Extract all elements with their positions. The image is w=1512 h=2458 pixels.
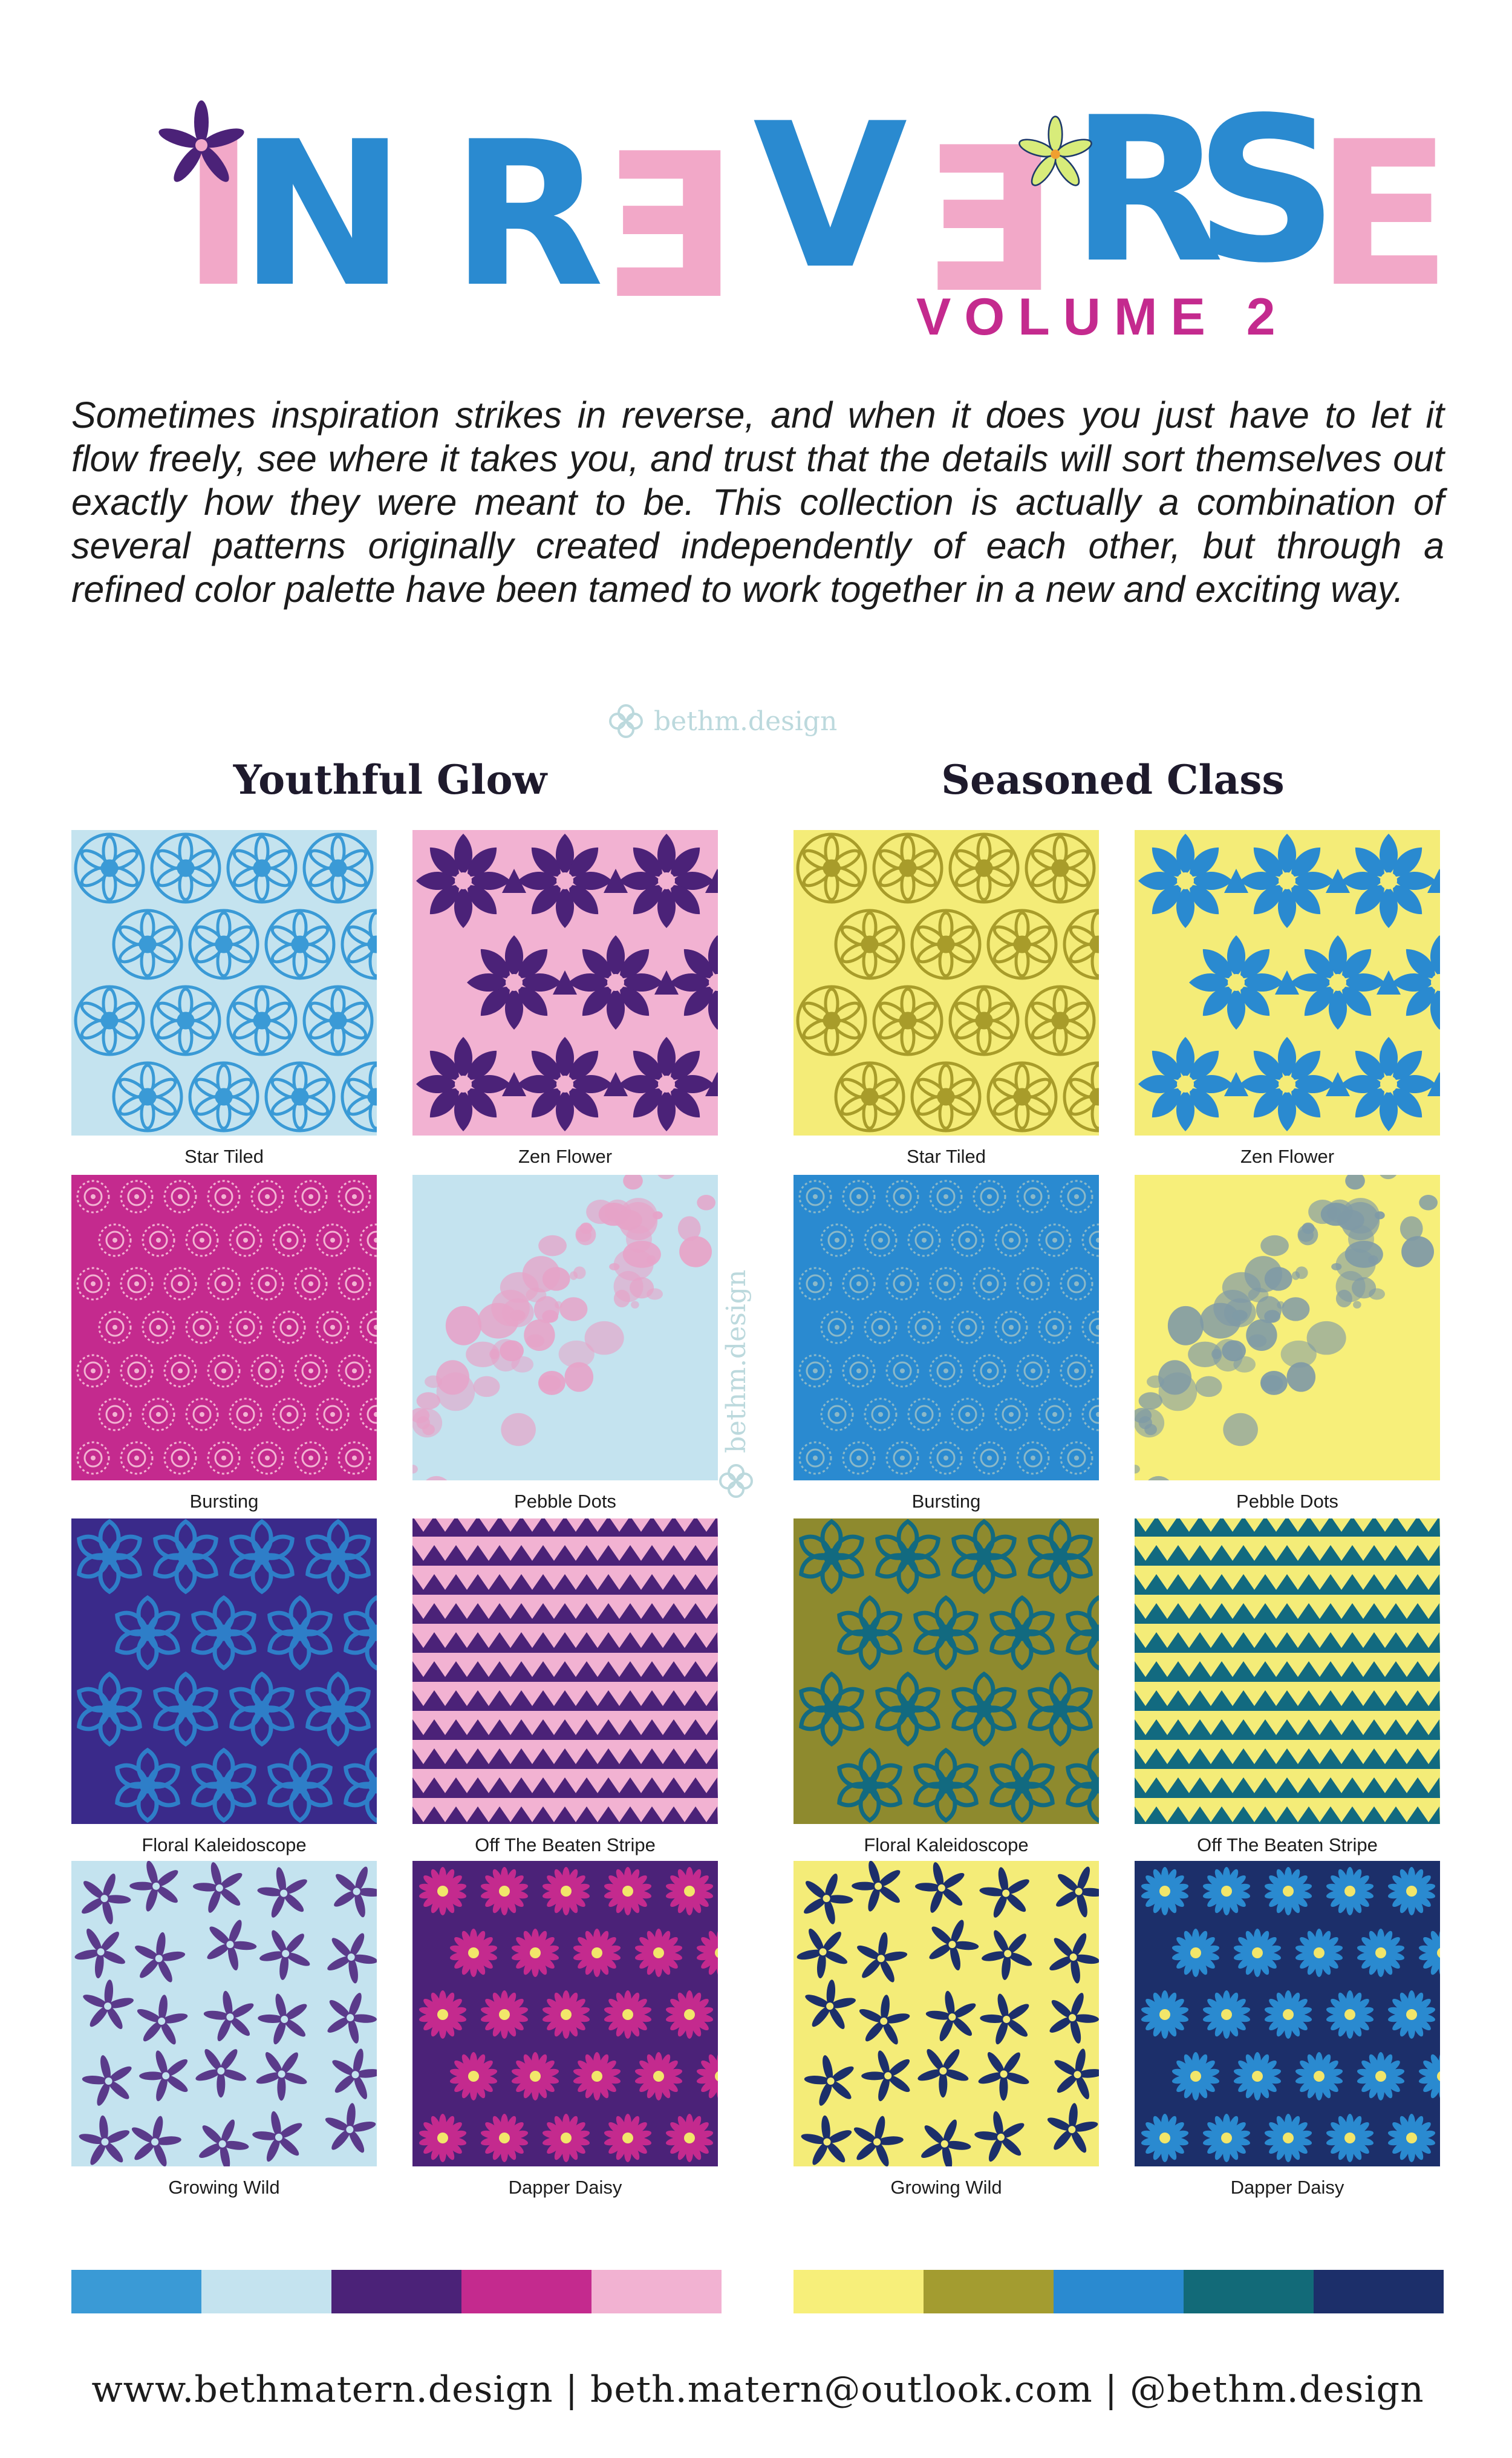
pattern-swatch[interactable] [412,1518,718,1824]
swatch-label: Growing Wild [168,2177,280,2198]
swatch-label: Off The Beaten Stripe [475,1834,656,1855]
watermark: bethm.design [607,702,837,740]
color-palette [793,2270,1444,2313]
pattern-swatch[interactable] [1135,1861,1440,2166]
palette-chip [71,2270,201,2313]
pattern-swatch[interactable] [793,1861,1099,2166]
stripe-pattern [412,1518,718,1824]
title-letter: V [753,80,908,313]
swatch-label: Star Tiled [907,1146,986,1167]
swatch-label: Dapper Daisy [1230,2177,1344,2198]
title-letter: R [1070,74,1225,307]
intro-paragraph: Sometimes inspiration strikes in reverse… [71,394,1444,610]
title-letter: S [1194,74,1338,307]
title-letter: E [1315,99,1452,331]
logo-icon [719,1464,753,1498]
swatch-label: Bursting [911,1491,981,1512]
palette-chip [461,2270,591,2313]
watermark-text: bethm.design [654,705,838,737]
kaleido-pattern [71,1518,377,1824]
pattern-swatch[interactable] [1135,1518,1440,1824]
pattern-swatch[interactable] [1135,830,1440,1136]
pattern-swatch[interactable] [71,1175,377,1480]
star-pattern [793,830,1099,1136]
star-pattern [71,830,377,1136]
swatch-label: Zen Flower [1240,1146,1335,1167]
watermark: bethm.design [717,1270,755,1500]
title-letter: Ǝ [599,111,735,343]
palette-chip [1184,2270,1314,2313]
pebble-pattern [1135,1175,1440,1480]
swatch-label: Zen Flower [518,1146,613,1167]
palette-chip [591,2270,722,2313]
pebble-pattern [412,1175,718,1480]
watermark-text: bethm.design [720,1269,752,1453]
swatch-label: Bursting [189,1491,259,1512]
swatch-label: Growing Wild [890,2177,1002,2198]
stripe-pattern [1135,1518,1440,1824]
wild-pattern [71,1861,377,2166]
pattern-swatch[interactable] [412,1861,718,2166]
pattern-swatch[interactable] [1135,1175,1440,1480]
swatch-label: Off The Beaten Stripe [1197,1834,1378,1855]
pattern-swatch[interactable] [71,830,377,1136]
kaleido-pattern [793,1518,1099,1824]
burst-pattern [71,1175,377,1480]
flower-icon [158,100,244,182]
swatch-label: Floral Kaleidoscope [142,1834,307,1855]
palette-chip [1314,2270,1444,2313]
daisy-pattern [1135,1861,1440,2166]
swatch-label: Pebble Dots [1236,1491,1338,1512]
title-letter: R [451,99,605,331]
collection-title: Youthful Glow [233,756,547,803]
pattern-swatch[interactable] [793,1175,1099,1480]
pattern-swatch[interactable] [793,1518,1099,1824]
collection-title: Seasoned Class [941,756,1285,803]
zen-pattern [1135,830,1440,1136]
swatch-label: Star Tiled [184,1146,264,1167]
swatch-label: Dapper Daisy [508,2177,622,2198]
swatch-label: Floral Kaleidoscope [864,1834,1029,1855]
flower-icon [1018,116,1092,186]
palette-chip [924,2270,1054,2313]
palette-chip [201,2270,331,2313]
palette-chip [1054,2270,1184,2313]
burst-pattern [793,1175,1099,1480]
pattern-swatch[interactable] [412,830,718,1136]
palette-chip [331,2270,461,2313]
contact-footer: www.bethmatern.design | beth.matern@outl… [91,2368,1424,2411]
pattern-swatch[interactable] [412,1175,718,1480]
daisy-pattern [412,1861,718,2166]
pattern-swatch[interactable] [793,830,1099,1136]
palette-chip [793,2270,924,2313]
color-palette [71,2270,722,2313]
zen-pattern [412,830,718,1136]
pattern-swatch[interactable] [71,1518,377,1824]
logo-icon [609,704,643,738]
volume-subtitle: VOLUME 2 [916,288,1289,346]
swatch-label: Pebble Dots [514,1491,616,1512]
wild-pattern [793,1861,1099,2166]
pattern-swatch[interactable] [71,1861,377,2166]
title-letter: N [239,99,406,331]
